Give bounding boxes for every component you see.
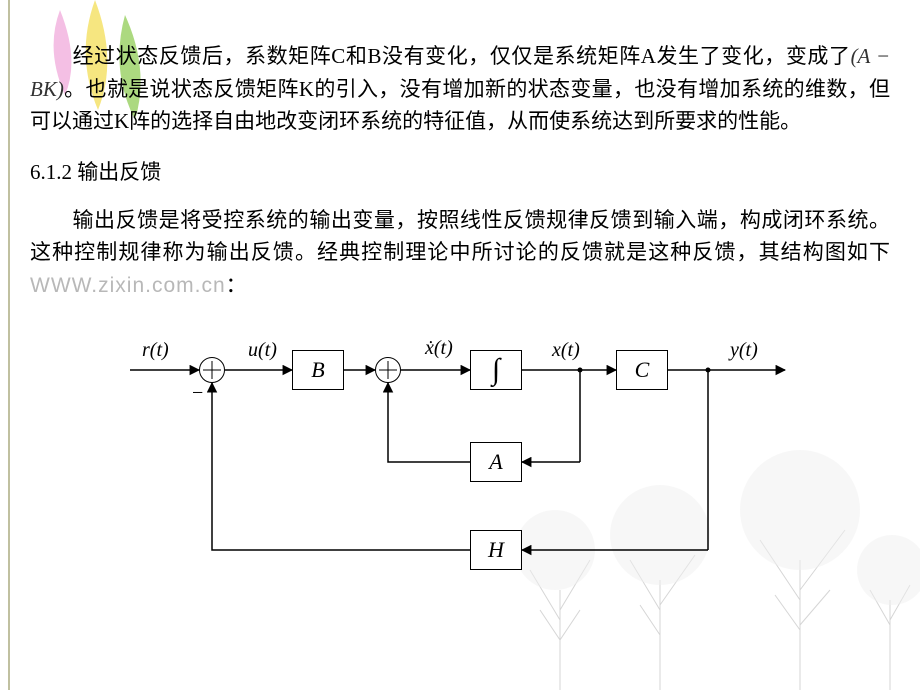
block-integrator-label: ∫	[492, 353, 500, 387]
watermark-text: WWW.zixin.com.cn	[30, 274, 226, 297]
para2-text-b: ：	[226, 273, 247, 297]
block-integrator: ∫	[470, 350, 522, 390]
para1-text-b: 。也就是说状态反馈矩阵K的引入，没有增加新的状态变量，也没有增加系统的维数，但可…	[30, 77, 890, 134]
block-diagram: B ∫ C A H r(t) u(t) ẋ(t) x(t) y(t) −	[120, 320, 800, 580]
block-B: B	[292, 350, 344, 390]
minus-sign-sum1: −	[192, 382, 203, 405]
para1-text-a: 经过状态反馈后，系数矩阵C和B没有变化，仅仅是系统矩阵A发生了变化，变成了	[72, 44, 851, 68]
signal-x: x(t)	[552, 340, 580, 360]
block-C-label: C	[635, 357, 650, 383]
section-heading: 6.1.2 输出反馈	[30, 156, 890, 186]
signal-y: y(t)	[730, 340, 758, 360]
block-H-label: H	[488, 537, 504, 563]
content-area: 经过状态反馈后，系数矩阵C和B没有变化，仅仅是系统矩阵A发生了变化，变成了(A …	[0, 0, 920, 580]
block-A: A	[470, 442, 522, 482]
block-A-label: A	[489, 449, 502, 475]
signal-xdot: ẋ(t)	[425, 338, 453, 358]
paragraph-1: 经过状态反馈后，系数矩阵C和B没有变化，仅仅是系统矩阵A发生了变化，变成了(A …	[30, 40, 890, 138]
signal-u: u(t)	[248, 340, 277, 360]
paragraph-2: 输出反馈是将受控系统的输出变量，按照线性反馈规律反馈到输入端，构成闭环系统。这种…	[30, 204, 890, 303]
para2-text-a: 输出反馈是将受控系统的输出变量，按照线性反馈规律反馈到输入端，构成闭环系统。这种…	[30, 208, 890, 265]
block-B-label: B	[311, 357, 324, 383]
block-C: C	[616, 350, 668, 390]
block-H: H	[470, 530, 522, 570]
signal-r: r(t)	[142, 340, 169, 360]
